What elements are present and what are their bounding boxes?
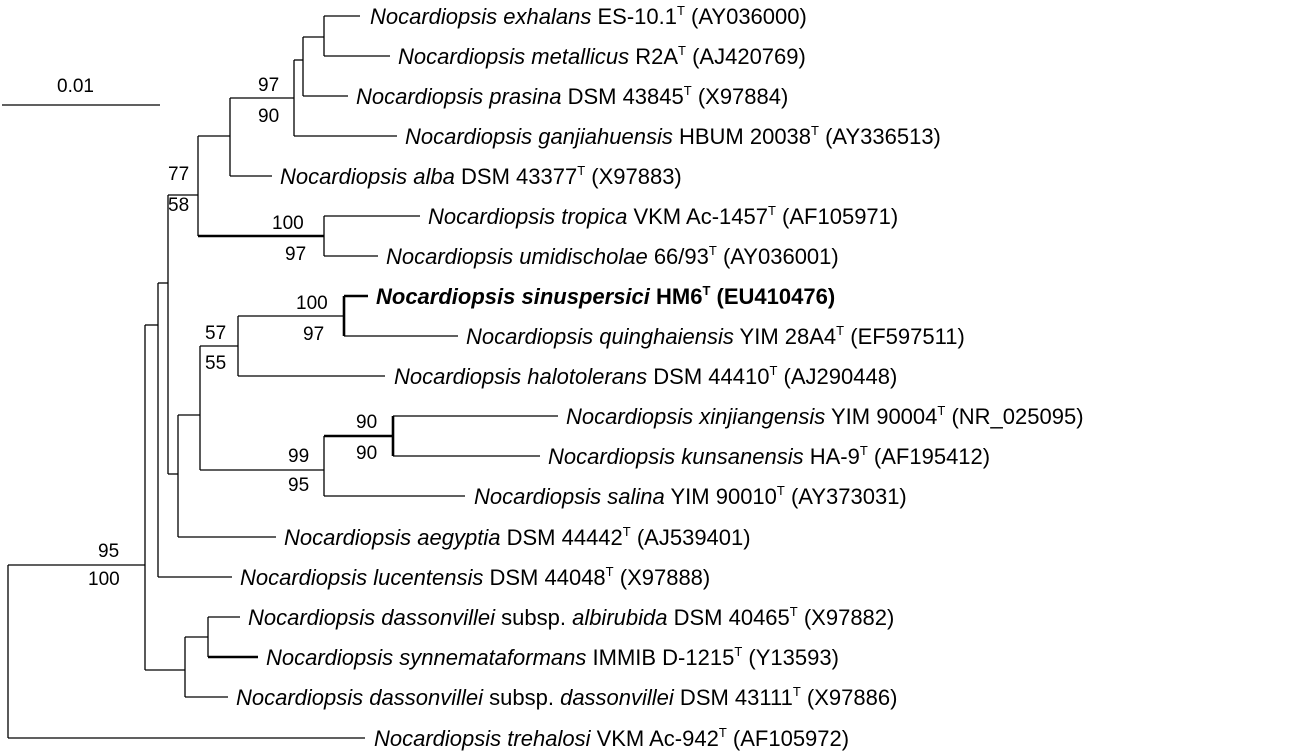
taxon-label: Nocardiopsis prasina DSM 43845T (X97884) [356, 83, 788, 109]
bootstrap-value: 55 [205, 353, 226, 374]
taxon-label: Nocardiopsis aegyptia DSM 44442T (AJ5394… [284, 524, 751, 550]
bootstrap-value: 97 [285, 244, 306, 265]
bootstrap-value: 90 [356, 443, 377, 464]
bootstrap-values: 97 90 77 58 100 97 100 97 57 55 90 90 99… [88, 75, 377, 590]
bootstrap-value: 100 [272, 213, 304, 234]
bootstrap-value: 90 [258, 106, 279, 127]
taxon-label: Nocardiopsis alba DSM 43377T (X97883) [280, 163, 682, 189]
taxon-label: Nocardiopsis synnemataformans IMMIB D-12… [266, 644, 839, 670]
bootstrap-value: 99 [288, 446, 309, 467]
taxon-labels: Nocardiopsis exhalans ES-10.1T (AY036000… [236, 3, 1084, 751]
taxon-label: Nocardiopsis umidischolae 66/93T (AY0360… [386, 243, 839, 269]
bootstrap-value: 100 [88, 569, 120, 590]
taxon-label: Nocardiopsis tropica VKM Ac-1457T (AF105… [428, 203, 898, 229]
taxon-label: Nocardiopsis dassonvillei subsp. albirub… [248, 604, 894, 630]
taxon-label: Nocardiopsis ganjiahuensis HBUM 20038T (… [405, 123, 941, 149]
bootstrap-value: 95 [98, 541, 119, 562]
bootstrap-value: 57 [205, 323, 226, 344]
taxon-label: Nocardiopsis quinghaiensis YIM 28A4T (EF… [466, 323, 965, 349]
taxon-label: Nocardiopsis metallicus R2AT (AJ420769) [398, 43, 806, 69]
tree-branches [7, 15, 558, 739]
bootstrap-value: 100 [296, 293, 328, 314]
taxon-label: Nocardiopsis trehalosi VKM Ac-942T (AF10… [374, 725, 849, 751]
bootstrap-value: 95 [288, 475, 309, 496]
scale-bar-label: 0.01 [57, 76, 94, 97]
taxon-label: Nocardiopsis lucentensis DSM 44048T (X97… [240, 564, 710, 590]
taxon-label: Nocardiopsis halotolerans DSM 44410T (AJ… [394, 363, 897, 389]
taxon-label: Nocardiopsis salina YIM 90010T (AY373031… [474, 483, 907, 509]
taxon-label: Nocardiopsis exhalans ES-10.1T (AY036000… [370, 3, 807, 29]
bootstrap-value: 90 [356, 412, 377, 433]
bootstrap-value: 77 [168, 164, 189, 185]
taxon-label: Nocardiopsis dassonvillei subsp. dassonv… [236, 684, 897, 710]
bootstrap-value: 97 [303, 324, 324, 345]
scale-bar: 0.01 [2, 76, 160, 106]
bootstrap-value: 58 [168, 195, 189, 216]
taxon-label: Nocardiopsis kunsanensis HA-9T (AF195412… [548, 443, 990, 469]
taxon-label: Nocardiopsis xinjiangensis YIM 90004T (N… [566, 403, 1084, 429]
bootstrap-value: 97 [258, 75, 279, 96]
taxon-label-highlighted: Nocardiopsis sinuspersici HM6T (EU410476… [376, 283, 835, 309]
